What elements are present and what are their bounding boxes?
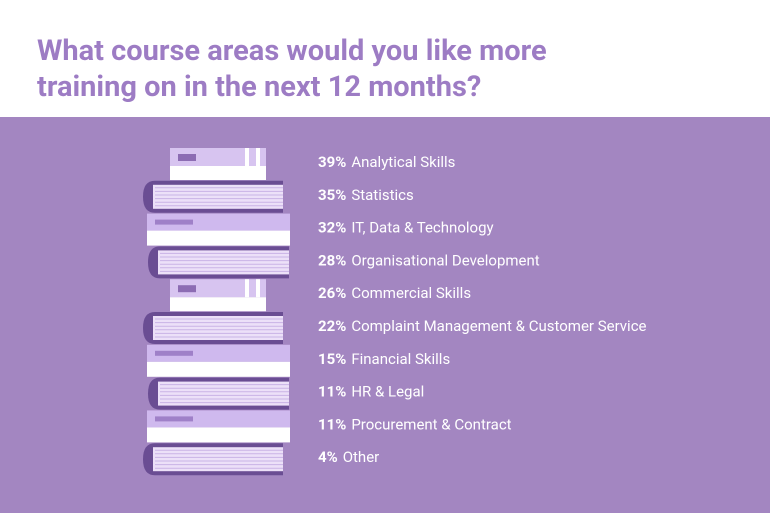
book-pages: [158, 250, 289, 275]
book-cover: [147, 344, 290, 362]
item-label: Procurement & Contract: [351, 415, 511, 433]
book: [143, 180, 283, 213]
book-pages: [170, 297, 266, 312]
book-cover: [147, 213, 290, 231]
book-label: [178, 154, 196, 161]
book-pages: [170, 166, 266, 180]
book: [148, 377, 289, 410]
book: [170, 279, 266, 312]
item-text: 35% Statistics: [318, 186, 414, 204]
book-stripe: [256, 279, 260, 298]
book: [147, 410, 290, 443]
book: [148, 246, 289, 279]
item-percent: 15%: [318, 350, 346, 368]
book-pages: [158, 381, 289, 406]
item-text: 22% Complaint Management & Customer Servi…: [318, 317, 647, 335]
item-percent: 11%: [318, 383, 346, 401]
book-pages: [147, 230, 290, 246]
book-cover: [147, 410, 290, 428]
item-percent: 4%: [318, 448, 338, 466]
item-percent: 11%: [318, 415, 346, 433]
item-label: Complaint Management & Customer Service: [351, 317, 646, 335]
item-text: 28% Organisational Development: [318, 251, 540, 269]
item-label: Organisational Development: [351, 251, 539, 269]
item-list: 39% Analytical Skills 35% Statistics 32% IT, …: [318, 153, 647, 466]
book-pages: [147, 427, 290, 443]
book: [147, 213, 290, 246]
book-stripe: [245, 279, 249, 298]
item-label: Other: [343, 448, 380, 466]
book-stripe: [245, 148, 249, 166]
book-pages: [153, 447, 283, 472]
item-text: 11% HR & Legal: [318, 383, 424, 401]
item-label: Statistics: [351, 186, 413, 204]
book-label: [155, 350, 193, 356]
book-stack: [143, 148, 290, 476]
item-text: 15% Financial Skills: [318, 350, 450, 368]
item-text: 39% Analytical Skills: [318, 153, 455, 171]
title-line: training on in the next 12 months?: [37, 70, 481, 104]
body-background: [0, 117, 770, 513]
item-text: 11% Procurement & Contract: [318, 415, 512, 433]
book-cover: [170, 279, 266, 298]
item-text: 4% Other: [318, 448, 379, 466]
book: [143, 312, 283, 344]
item-label: IT, Data & Technology: [351, 219, 493, 237]
book: [147, 344, 290, 377]
item-label: HR & Legal: [351, 383, 424, 401]
book-pages: [153, 316, 283, 340]
item-percent: 39%: [318, 153, 346, 171]
item-percent: 32%: [318, 219, 346, 237]
item-percent: 26%: [318, 284, 346, 302]
item-percent: 22%: [318, 317, 346, 335]
item-label: Commercial Skills: [351, 284, 471, 302]
item-label: Financial Skills: [351, 350, 450, 368]
book-label: [155, 416, 193, 422]
book-stripe: [256, 148, 260, 166]
item-label: Analytical Skills: [351, 153, 455, 171]
book-label: [178, 285, 196, 293]
header-background: [0, 0, 770, 117]
item-percent: 28%: [318, 251, 346, 269]
book: [170, 148, 266, 180]
title-line: What course areas would you like more: [37, 34, 547, 68]
item-text: 26% Commercial Skills: [318, 284, 471, 302]
book-pages: [147, 361, 290, 377]
book-pages: [153, 184, 283, 209]
book-cover: [170, 148, 266, 166]
book: [143, 443, 283, 476]
book-label: [155, 219, 193, 225]
item-percent: 35%: [318, 186, 346, 204]
item-text: 32% IT, Data & Technology: [318, 219, 494, 237]
